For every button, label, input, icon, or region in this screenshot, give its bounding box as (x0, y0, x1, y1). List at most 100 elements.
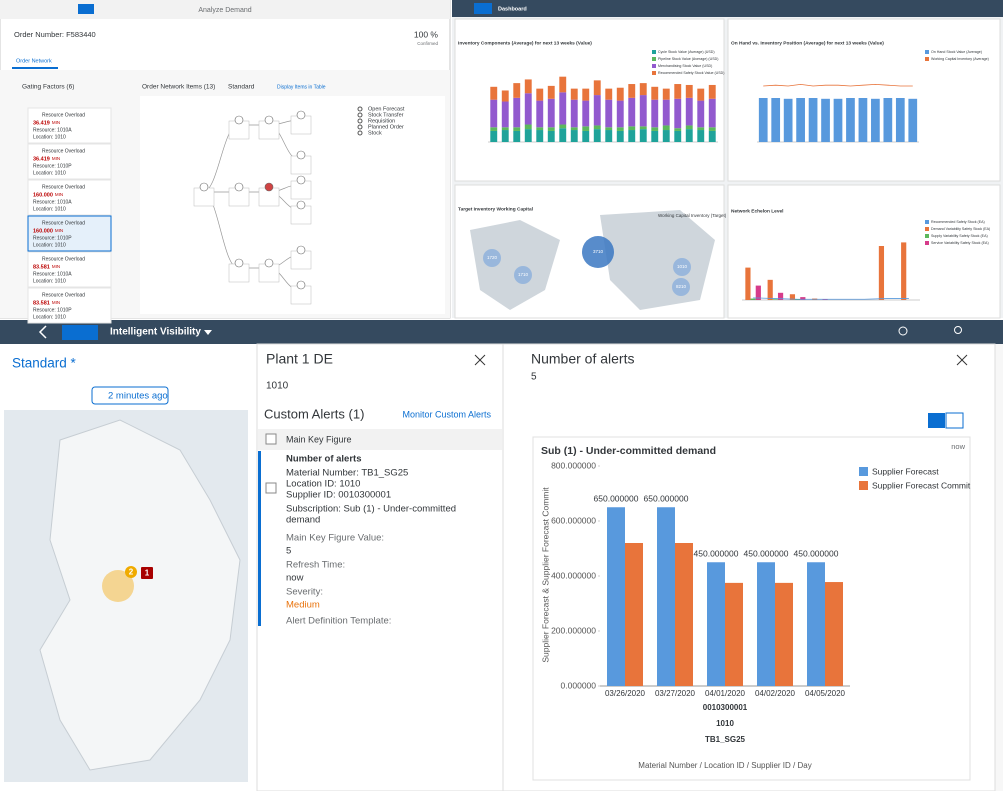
label[interactable]: Standard * (12, 356, 77, 371)
bar (662, 125, 670, 131)
label: Demand Variability Safety Stock (EA) (931, 227, 990, 231)
map-land (470, 210, 715, 310)
bar (639, 126, 647, 130)
network-node-icon (296, 280, 306, 290)
checkbox[interactable] (265, 482, 277, 494)
label: Custom Alerts (1) (264, 406, 364, 421)
bar (547, 127, 555, 131)
x-level-label: 0010300001 (703, 703, 748, 712)
label: 3710 (593, 249, 604, 254)
plant-pane (256, 343, 504, 791)
y-tick-label: 0.000000 (561, 680, 597, 690)
y-tick-label: 400.000000 (551, 570, 596, 580)
bar (708, 84, 716, 99)
label: Order Number: F583440 (14, 30, 96, 39)
label: Number of alerts (531, 351, 634, 367)
gating-item[interactable] (27, 215, 112, 252)
label: Target Inventory Working Capital (458, 206, 533, 212)
label: Cycle Stock Value (Average) (USD) (658, 50, 715, 54)
x-tick-label: 03/26/2020 (605, 689, 646, 698)
bar (639, 83, 647, 96)
legend-swatch (925, 220, 929, 224)
label: Resource Overload (42, 292, 85, 298)
label[interactable]: Display Items in Table (277, 84, 326, 90)
gating-item[interactable] (27, 107, 112, 144)
label: Recommended Safety Stock (EA) (931, 220, 985, 224)
bar (524, 124, 532, 130)
bar (559, 124, 567, 129)
label[interactable]: Order Network (16, 58, 52, 64)
map-bubble[interactable] (483, 249, 501, 267)
legend-label: Supplier Forecast Commit (872, 480, 971, 490)
bar (628, 130, 636, 142)
legend-icon (357, 112, 363, 118)
label: Open Forecast (368, 106, 405, 112)
chart-view-toggle[interactable] (928, 413, 945, 428)
bar (662, 99, 670, 126)
map-bubble[interactable] (514, 266, 532, 284)
gating-item[interactable] (27, 287, 112, 324)
user-icon[interactable] (954, 326, 962, 334)
bar (582, 100, 590, 127)
dashboard-header (452, 0, 1003, 17)
label: MIN (52, 120, 60, 125)
gating-item[interactable] (27, 143, 112, 180)
refresh-button[interactable] (91, 386, 169, 405)
bar (697, 130, 705, 142)
app-menu-caret[interactable] (204, 330, 212, 335)
sap-logo (62, 325, 98, 340)
map-badge[interactable] (125, 566, 137, 578)
y-axis-title: Supplier Forecast & Supplier Forecast Co… (540, 487, 550, 663)
map-bubble[interactable] (673, 258, 691, 276)
bar (536, 100, 544, 128)
close-icon[interactable] (474, 354, 486, 366)
gating-item[interactable] (27, 251, 112, 288)
label: 1720 (487, 255, 498, 260)
label: Resource: 1010P (33, 163, 72, 169)
label: Resource Overload (42, 220, 85, 226)
data-label: 450.000000 (694, 549, 739, 559)
label: Resource: 1010A (33, 127, 72, 133)
label: Order Network Items (13) (142, 84, 215, 91)
map-badge[interactable] (141, 567, 153, 579)
map-bubble[interactable] (672, 278, 690, 296)
bar (501, 130, 509, 142)
search-icon[interactable] (898, 326, 908, 336)
bar (628, 126, 636, 131)
table-view-toggle[interactable] (945, 412, 964, 429)
bar (895, 98, 905, 142)
table-header (258, 429, 502, 450)
bar (605, 130, 613, 142)
network-node-icon (199, 182, 209, 192)
bar (697, 88, 705, 101)
tile (727, 184, 1001, 319)
legend-icon (357, 124, 363, 130)
legend-icon (357, 118, 363, 124)
bar (883, 98, 893, 142)
line-series (753, 297, 909, 300)
bar (772, 299, 778, 300)
label: Number of alerts (286, 454, 362, 465)
label: 2 (129, 568, 134, 577)
legend-swatch (652, 57, 656, 61)
bar (674, 128, 682, 131)
bar (651, 130, 659, 142)
map-cluster[interactable] (102, 570, 134, 602)
label[interactable]: Monitor Custom Alerts (402, 409, 491, 419)
gating-item[interactable] (27, 179, 112, 216)
data-label: 450.000000 (744, 549, 789, 559)
label: Location: 1010 (33, 170, 66, 176)
checkbox[interactable] (265, 433, 277, 445)
legend-icon (357, 130, 363, 136)
x-level-label: TB1_SG25 (705, 735, 746, 744)
bar (878, 246, 885, 300)
legend-swatch (652, 50, 656, 54)
bar (708, 127, 716, 131)
map-bubble[interactable] (582, 236, 614, 268)
analyze-header (0, 0, 450, 19)
close-icon[interactable] (956, 354, 968, 366)
back-icon[interactable] (38, 325, 47, 339)
bar (777, 292, 784, 300)
bar (559, 128, 567, 142)
